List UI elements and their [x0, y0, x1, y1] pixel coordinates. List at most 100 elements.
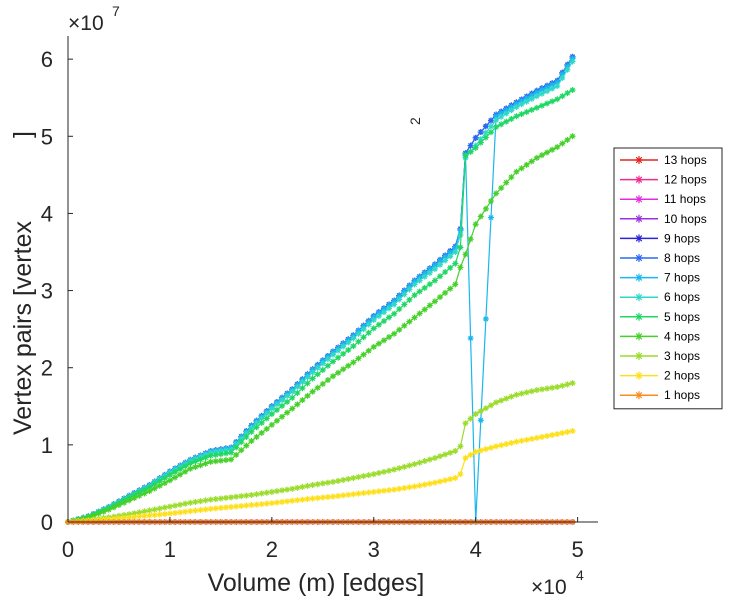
data-point-4-hops — [233, 451, 240, 458]
data-point-3-hops — [126, 511, 133, 518]
data-point-4-hops — [110, 504, 117, 511]
data-point-2-hops — [166, 510, 173, 517]
data-point-7-hops — [498, 110, 505, 117]
legend-marker-9-hops — [635, 234, 643, 243]
data-point-6-hops — [437, 261, 444, 268]
data-point-2-hops — [431, 479, 438, 486]
data-point-5-hops — [289, 394, 296, 401]
data-point-7-hops — [503, 107, 510, 114]
data-point-5-hops — [238, 439, 245, 446]
x-tick-label: 0 — [62, 537, 74, 562]
data-point-5-hops — [273, 406, 280, 413]
data-point-6-hops — [355, 330, 362, 337]
data-point-2-hops — [396, 485, 403, 492]
data-point-5-hops — [187, 460, 194, 467]
data-point-4-hops — [207, 458, 214, 465]
data-point-2-hops — [121, 514, 128, 521]
data-point-4-hops — [442, 289, 449, 296]
data-point-4-hops — [253, 433, 260, 440]
legend-marker-12-hops — [635, 175, 643, 184]
data-point-3-hops — [482, 405, 489, 412]
data-point-4-hops — [421, 306, 428, 313]
data-point-4-hops — [477, 213, 484, 220]
data-point-4-hops — [294, 401, 301, 408]
legend-item-4-hops: 4 hops — [620, 329, 700, 343]
data-point-5-hops — [182, 463, 189, 470]
data-point-4-hops — [166, 477, 173, 484]
data-point-7-hops — [442, 253, 449, 260]
data-point-5-hops — [533, 104, 540, 111]
data-point-4-hops — [314, 384, 321, 391]
series-layer — [65, 53, 576, 525]
data-point-5-hops — [467, 148, 474, 155]
series-line-5-hops — [67, 89, 573, 523]
data-point-7-hops — [559, 71, 566, 78]
data-point-3-hops — [243, 492, 250, 499]
data-point-3-hops — [279, 487, 286, 494]
data-point-2-hops — [273, 499, 280, 506]
data-point-2-hops — [319, 494, 326, 501]
data-point-6-hops — [319, 360, 326, 367]
data-point-7-hops — [380, 306, 387, 313]
legend-marker-1-hops — [635, 391, 643, 400]
data-point-5-hops — [284, 398, 291, 405]
data-point-6-hops — [294, 383, 301, 390]
data-point-7-hops — [375, 309, 382, 316]
data-point-3-hops — [411, 461, 418, 468]
data-point-4-hops — [411, 314, 418, 321]
data-point-2-hops — [513, 438, 520, 445]
data-point-2-hops — [569, 427, 576, 434]
data-point-5-hops — [503, 118, 510, 125]
data-point-3-hops — [350, 475, 357, 482]
data-point-7-hops — [401, 288, 408, 295]
data-point-7-hops — [482, 315, 489, 322]
legend-item-3-hops: 3 hops — [620, 349, 700, 363]
data-point-3-hops — [467, 415, 474, 422]
data-point-3-hops — [324, 479, 331, 486]
data-point-3-hops — [248, 492, 255, 498]
data-point-4-hops — [416, 310, 423, 317]
data-point-5-hops — [442, 269, 449, 276]
data-point-2-hops — [340, 492, 347, 499]
data-point-5-hops — [549, 98, 556, 105]
data-point-3-hops — [477, 408, 484, 415]
data-point-6-hops — [386, 305, 393, 312]
data-point-4-hops — [126, 497, 133, 504]
data-point-2-hops — [380, 487, 387, 494]
data-point-6-hops — [263, 410, 270, 417]
legend-marker-2-hops — [635, 371, 643, 380]
data-point-8-hops — [472, 134, 479, 141]
data-point-6-hops — [401, 291, 408, 298]
data-point-6-hops — [273, 401, 280, 408]
legend-marker-11-hops — [635, 195, 643, 204]
data-point-4-hops — [345, 362, 352, 369]
data-point-5-hops — [228, 449, 235, 456]
data-point-3-hops — [202, 497, 209, 504]
x-multiplier-base: ×10 — [531, 576, 567, 599]
data-point-2-hops — [365, 489, 372, 496]
data-point-4-hops — [391, 330, 398, 337]
data-point-2-hops — [263, 500, 270, 507]
data-point-2-hops — [375, 488, 382, 495]
data-point-5-hops — [360, 334, 367, 341]
data-point-6-hops — [309, 369, 316, 376]
data-point-6-hops — [299, 378, 306, 385]
x-axis-label: Volume (m) [edges] — [208, 569, 425, 597]
legend: 13 hops 12 hops 11 hops 10 hops 9 hops 8 hops… — [613, 147, 723, 410]
data-point-2-hops — [564, 429, 571, 435]
y-tick-label: 5 — [41, 124, 53, 149]
data-point-7-hops — [513, 100, 520, 107]
data-point-3-hops — [549, 384, 556, 391]
data-point-3-hops — [487, 402, 494, 409]
y-multiplier-exp: 7 — [112, 3, 120, 19]
data-point-3-hops — [462, 420, 469, 427]
data-point-4-hops — [508, 174, 515, 181]
data-point-2-hops — [452, 475, 459, 482]
legend-label-9-hops: 9 hops — [664, 231, 700, 245]
data-point-2-hops — [207, 505, 214, 512]
y-tick-label: 2 — [41, 356, 53, 381]
legend-marker-7-hops — [635, 273, 643, 282]
data-point-4-hops — [355, 355, 362, 362]
data-point-4-hops — [141, 490, 148, 497]
data-point-3-hops — [406, 462, 413, 469]
